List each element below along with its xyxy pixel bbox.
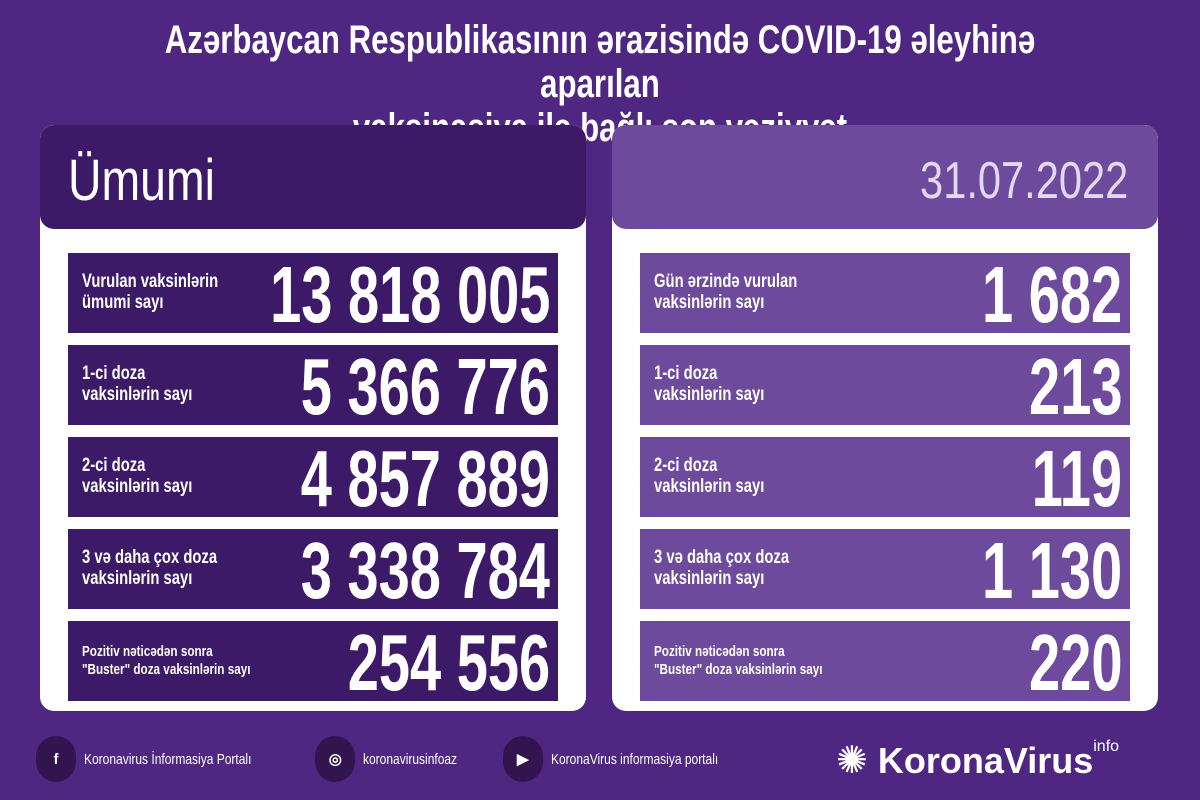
stat-row: 3 və daha çox doza vaksinlərin sayı 3 338 … (68, 526, 558, 615)
stat-row: 1-ci doza vaksinlərin sayı 213 (640, 342, 1130, 431)
stat-label-line: 3 və daha çox doza (654, 547, 790, 568)
instagram-icon: ◎ (315, 736, 356, 782)
logo-sup: info (1093, 737, 1120, 755)
total-heading: Ümumi (68, 148, 215, 213)
stat-label-line: 2-ci doza (654, 455, 718, 476)
youtube-icon: ▶ (502, 736, 543, 782)
stat-label: Pozitiv nəticədən sonra "Buster" doza vak… (654, 643, 822, 679)
instagram-link[interactable]: ◎ koronavirusinfoaz (315, 736, 481, 782)
instagram-label: koronavirusinfoaz (363, 750, 458, 768)
stat-label-line: vaksinlərin sayı (654, 568, 765, 589)
stat-label: 3 və daha çox doza vaksinlərin sayı (82, 547, 217, 589)
title-line-1: Azərbaycan Respublikasının ərazisində CO… (164, 18, 1036, 106)
footer: f Koronavirus İnformasiya Portalı ◎ korona… (36, 736, 782, 782)
stat-label-line: vaksinlərin sayı (654, 292, 765, 313)
stat-label: Vurulan vaksinlərin ümumi sayı (82, 271, 218, 313)
stat-label-line: "Buster" doza vaksinlərin sayı (82, 661, 251, 678)
youtube-label: KoronaVirus informasiya portalı (550, 750, 719, 768)
stat-label-line: 2-ci doza (82, 455, 146, 476)
stat-label-line: vaksinlərin sayı (82, 476, 193, 497)
stat-value: 254 556 (347, 618, 550, 707)
koronavirus-logo: ✺ KoronaVirus info (836, 738, 1119, 783)
stat-label-line: "Buster" doza vaksinlərin sayı (654, 661, 823, 678)
stat-value: 4 857 889 (300, 434, 550, 523)
stat-value: 220 (1028, 618, 1122, 707)
stat-label-line: 1-ci doza (654, 363, 718, 384)
stat-label-line: Pozitiv nəticədən sonra (654, 643, 785, 660)
stat-row: 1-ci doza vaksinlərin sayı 5 366 776 (68, 342, 558, 431)
facebook-label: Koronavirus İnformasiya Portalı (84, 750, 252, 768)
date-header: 31.07.2022 (612, 125, 1158, 229)
stat-row: Gün ərzində vurulan vaksinlərin sayı 1 682 (640, 250, 1130, 339)
stat-label-line: vaksinlərin sayı (654, 476, 765, 497)
stat-value: 213 (1028, 342, 1122, 431)
stat-label: Gün ərzində vurulan vaksinlərin sayı (654, 271, 797, 313)
stat-label-line: ümumi sayı (82, 292, 164, 313)
stat-label: 1-ci doza vaksinlərin sayı (654, 363, 764, 405)
youtube-link[interactable]: ▶ KoronaVirus informasiya portalı (502, 736, 760, 782)
total-panel: Ümumi Vurulan vaksinlərin ümumi sayı 13 81… (40, 125, 586, 711)
stat-label-line: 3 və daha çox doza (82, 547, 218, 568)
sun-virus-icon: ✺ (836, 740, 868, 782)
daily-panel: 31.07.2022 Gün ərzində vurulan vaksinləri… (612, 125, 1158, 711)
stat-value: 13 818 005 (269, 250, 550, 339)
stat-row: 3 və daha çox doza vaksinlərin sayı 1 130 (640, 526, 1130, 615)
stat-row: Pozitiv nəticədən sonra "Buster" doza vak… (68, 618, 558, 707)
stat-value: 1 682 (981, 250, 1122, 339)
stat-label-line: vaksinlərin sayı (82, 568, 193, 589)
stat-value: 1 130 (981, 526, 1122, 615)
stat-label: Pozitiv nəticədən sonra "Buster" doza vak… (82, 643, 250, 679)
stat-label: 3 və daha çox doza vaksinlərin sayı (654, 547, 789, 589)
date-label: 31.07.2022 (919, 152, 1128, 210)
stat-value: 3 338 784 (300, 526, 550, 615)
total-header: Ümumi (40, 125, 586, 229)
stat-row: 2-ci doza vaksinlərin sayı 119 (640, 434, 1130, 523)
stat-label: 2-ci doza vaksinlərin sayı (82, 455, 192, 497)
stat-value: 5 366 776 (300, 342, 550, 431)
stat-label-line: vaksinlərin sayı (82, 384, 193, 405)
stat-row: 2-ci doza vaksinlərin sayı 4 857 889 (68, 434, 558, 523)
stat-label-line: Pozitiv nəticədən sonra (82, 643, 213, 660)
stat-label-line: vaksinlərin sayı (654, 384, 765, 405)
stat-label-line: Gün ərzində vurulan (654, 271, 798, 292)
stat-row: Pozitiv nəticədən sonra "Buster" doza vak… (640, 618, 1130, 707)
stat-value: 119 (1031, 434, 1122, 523)
stat-label-line: Vurulan vaksinlərin (82, 271, 219, 292)
stat-row: Vurulan vaksinlərin ümumi sayı 13 818 005 (68, 250, 558, 339)
facebook-icon: f (36, 736, 76, 782)
stat-label: 1-ci doza vaksinlərin sayı (82, 363, 192, 405)
stat-label-line: 1-ci doza (82, 363, 146, 384)
stat-label: 2-ci doza vaksinlərin sayı (654, 455, 764, 497)
facebook-link[interactable]: f Koronavirus İnformasiya Portalı (36, 736, 293, 782)
logo-text: KoronaVirus (877, 739, 1094, 781)
